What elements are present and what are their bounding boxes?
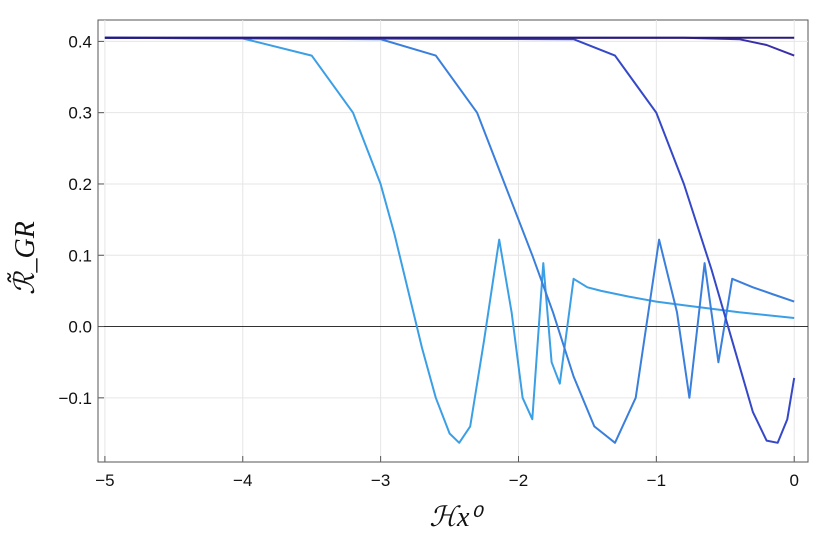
x-tick-label: −3 bbox=[371, 471, 390, 490]
series-line-4 bbox=[104, 36, 795, 57]
y-axis-title: ℛ̃_GR bbox=[7, 221, 41, 295]
x-tick-label: −2 bbox=[509, 471, 528, 490]
series-layer bbox=[104, 36, 796, 444]
grid bbox=[98, 20, 808, 462]
plot-frame bbox=[97, 19, 809, 463]
series-line-1 bbox=[104, 36, 795, 444]
y-ticks: −0.1 0.0 0.1 0.2 0.3 0.4 bbox=[58, 32, 104, 408]
series-line-2 bbox=[104, 36, 795, 444]
x-ticks: −5 −4 −3 −2 −1 0 bbox=[95, 456, 799, 490]
x-tick-label: −5 bbox=[95, 471, 114, 490]
series-line-3 bbox=[104, 36, 796, 444]
y-tick-label: 0.1 bbox=[68, 246, 92, 265]
y-tick-label: 0.0 bbox=[68, 318, 92, 337]
x-tick-label: −1 bbox=[647, 471, 666, 490]
y-tick-label: −0.1 bbox=[58, 389, 92, 408]
x-axis-title: ℋx⁰ bbox=[429, 502, 484, 533]
y-tick-label: 0.3 bbox=[68, 104, 92, 123]
y-tick-label: 0.2 bbox=[68, 175, 92, 194]
x-tick-label: 0 bbox=[789, 471, 798, 490]
x-tick-label: −4 bbox=[233, 471, 252, 490]
y-tick-label: 0.4 bbox=[68, 32, 92, 51]
